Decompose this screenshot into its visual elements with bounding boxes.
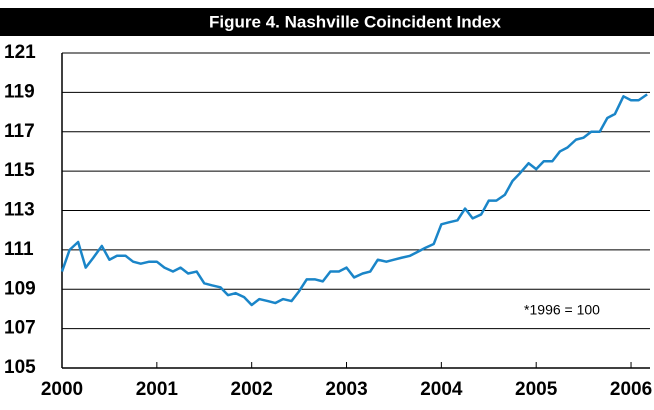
x-tick-label: 2005	[515, 379, 558, 400]
y-tick-label: 119	[4, 81, 35, 102]
y-tick-label: 121	[4, 42, 36, 63]
annotation: *1996 = 100	[524, 302, 600, 318]
x-tick-label: 2000	[41, 379, 83, 400]
chart-title: Figure 4. Nashville Coincident Index	[209, 12, 501, 31]
x-tick-label: 2004	[420, 379, 463, 400]
y-tick-label: 105	[4, 357, 36, 378]
x-tick-label: 2002	[231, 379, 273, 400]
y-tick-label: 117	[4, 121, 35, 142]
y-tick-label: 109	[4, 278, 36, 299]
y-tick-label: 107	[4, 318, 36, 339]
y-tick-label: 115	[4, 160, 35, 181]
x-tick-label: 2006	[610, 379, 652, 400]
x-tick-label: 2001	[136, 379, 179, 400]
y-tick-label: 111	[4, 239, 34, 260]
series-line	[60, 93, 648, 307]
y-tick-label: 113	[4, 200, 35, 221]
x-tick-label: 2003	[325, 379, 367, 400]
title-bar	[0, 8, 654, 36]
